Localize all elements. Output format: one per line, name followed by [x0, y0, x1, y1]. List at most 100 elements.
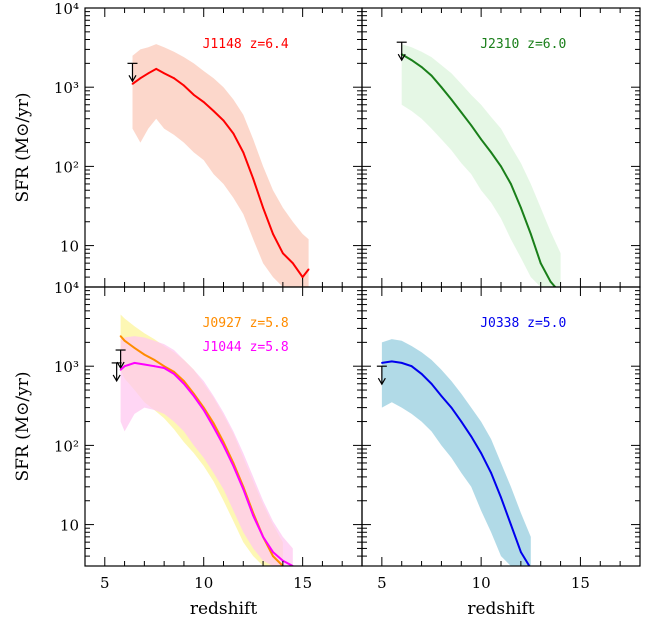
data-point-1-0-9: [490, 151, 492, 154]
data-point-0-0-6: [183, 84, 185, 87]
data-point-0-0-19: [307, 268, 310, 271]
data-point-0-0-11: [232, 132, 235, 135]
data-point-3-0-4: [420, 373, 423, 375]
data-point-1-0-14: [539, 262, 542, 265]
data-point-1-0-1: [410, 59, 413, 61]
data-point-3-0-3: [410, 365, 413, 368]
upper-limit-arrow-2-1: [111, 362, 122, 383]
data-point-2-0-2: [133, 347, 136, 349]
data-point-0-0-10: [222, 119, 225, 122]
data-point-2-1-10: [212, 426, 215, 428]
data-point-1-0-11: [510, 183, 512, 185]
x-tick-label-3-2: 15: [571, 574, 590, 592]
data-point-1-0-2: [420, 66, 423, 68]
data-point-0-0-2: [147, 72, 150, 75]
x-tick-label-2-0: 5: [100, 574, 110, 592]
x-tick-label-3-0: 5: [377, 574, 387, 592]
data-point-3-0-5: [430, 382, 433, 385]
y-tick-label-2-0: 10: [60, 517, 79, 535]
ticks-top-right: [361, 7, 641, 288]
y-tick-label-0-0: 10: [60, 238, 79, 256]
y-tick-label-2-1: 10²: [54, 437, 79, 455]
data-point-3-0-1: [390, 360, 393, 363]
data-point-2-1-6: [173, 373, 175, 375]
data-point-1-0-5: [450, 98, 453, 101]
data-point-0-0-8: [202, 101, 205, 103]
data-point-3-0-9: [470, 435, 473, 438]
data-point-1-0-16: [560, 292, 562, 294]
data-point-2-1-16: [272, 551, 274, 553]
data-point-2-0-5: [163, 365, 166, 368]
series-line-0-0: [131, 67, 310, 279]
data-point-0-0-12: [242, 151, 245, 154]
data-point-2-0-6: [173, 370, 175, 373]
data-point-0-0-4: [163, 72, 166, 75]
y-tick-label-2-2: 10³: [54, 358, 79, 376]
data-point-0-0-9: [212, 110, 215, 112]
ticks-bottom-left: [84, 286, 363, 567]
data-point-3-0-0: [381, 362, 383, 364]
data-point-2-1-9: [202, 409, 205, 411]
data-point-2-0-7: [183, 380, 185, 382]
y-tick-label-2-3: 10⁴: [54, 279, 79, 297]
data-point-2-1-13: [242, 488, 245, 491]
data-point-2-1-14: [252, 514, 255, 517]
data-point-2-1-2: [133, 362, 136, 364]
series-line-3-0: [381, 360, 531, 566]
data-point-0-0-13: [252, 177, 255, 180]
x-tick-label-3-1: 10: [472, 574, 491, 592]
data-point-2-0-10: [212, 422, 215, 425]
data-point-0-0-3: [155, 68, 158, 70]
data-point-3-0-15: [530, 568, 532, 570]
uncertainty-band-0-0: [132, 44, 309, 287]
data-point-3-0-12: [500, 496, 502, 499]
data-point-0-0-1: [139, 77, 142, 80]
data-point-2-0-3: [143, 353, 146, 356]
data-point-2-1-0: [119, 368, 122, 371]
uncertainty-band-3-0: [381, 339, 531, 566]
panel-top-left-plot: [127, 44, 310, 287]
data-point-1-0-6: [460, 111, 463, 114]
data-point-2-0-4: [153, 359, 156, 361]
data-point-3-0-8: [460, 420, 463, 423]
data-point-2-1-4: [153, 365, 156, 368]
x-tick-label-2-1: 10: [194, 574, 213, 592]
data-point-3-0-2: [400, 362, 403, 364]
uncertainty-band-1-0: [401, 44, 561, 287]
data-point-2-1-3: [143, 363, 146, 366]
data-point-1-0-12: [520, 206, 522, 209]
data-point-2-1-15: [262, 536, 264, 538]
series-label-2-1: J1044 z=5.8: [203, 340, 289, 355]
data-point-2-1-11: [222, 444, 225, 447]
data-point-1-0-3: [430, 74, 433, 77]
data-point-0-0-5: [173, 77, 175, 80]
data-point-3-0-7: [450, 406, 453, 409]
data-point-1-0-4: [440, 86, 443, 89]
data-point-0-0-0: [131, 83, 134, 85]
y-tick-label-0-2: 10³: [54, 79, 79, 97]
data-point-2-0-0: [119, 335, 122, 337]
panel-bottom-right-plot: [376, 339, 532, 570]
x-axis-label-2: redshift: [190, 599, 257, 619]
x-axis-label-3: redshift: [467, 599, 534, 619]
upper-limit-arrow-2-0: [115, 349, 126, 370]
panel-bottom-left-plot: [111, 314, 294, 566]
y-tick-label-0-1: 10²: [54, 158, 79, 176]
data-point-2-1-7: [183, 382, 185, 385]
data-point-2-0-16: [272, 555, 274, 557]
ticks-bottom-right: [361, 286, 641, 567]
data-point-2-1-8: [192, 395, 195, 397]
uncertainty-band-2-1: [120, 336, 293, 566]
data-point-0-0-18: [301, 276, 304, 278]
data-point-0-0-15: [272, 233, 274, 235]
upper-limit-arrow-0-0: [127, 62, 138, 83]
data-point-3-0-14: [520, 551, 522, 553]
data-point-1-0-15: [549, 280, 552, 283]
data-point-1-0-13: [529, 233, 532, 235]
data-point-0-0-16: [282, 252, 284, 255]
data-point-1-0-10: [500, 165, 502, 168]
data-point-3-0-6: [440, 395, 443, 397]
series-label-2-0: J0927 z=5.8: [203, 316, 289, 331]
data-point-2-0-1: [123, 339, 126, 342]
